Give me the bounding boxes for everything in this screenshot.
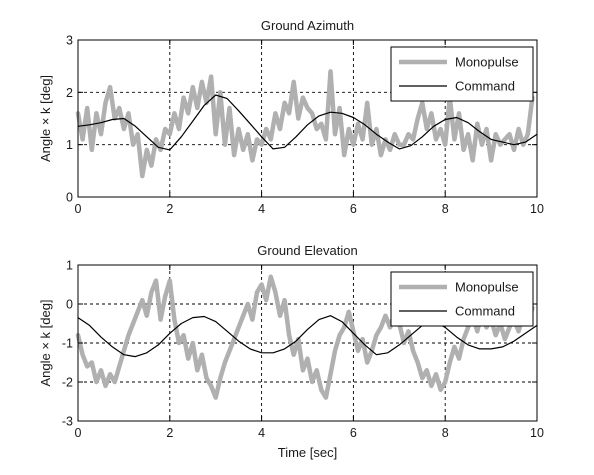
y-tick-label: 2 <box>66 86 73 100</box>
series-line-monopulse <box>75 274 535 400</box>
series-line-command <box>77 315 538 358</box>
y-tick-label: -3 <box>62 415 73 429</box>
legend-label-command: Command <box>455 304 515 319</box>
chart-title: Ground Elevation <box>257 243 357 258</box>
x-tick-label: 0 <box>75 426 82 440</box>
y-tick-label: 0 <box>66 191 73 205</box>
chart-panel-2: 0 2 4 6 8 10 -3 -2 -1 0 1 Ground Elevation Angle × k… <box>38 243 544 460</box>
x-tick-label: 4 <box>258 202 265 216</box>
x-tick-label: 8 <box>442 426 449 440</box>
series-line-monopulse <box>75 69 535 179</box>
y-tick-label: -2 <box>62 376 73 390</box>
x-tick-label: 10 <box>530 426 544 440</box>
x-axis-label: Time [sec] <box>278 445 337 460</box>
x-tick-label: 6 <box>350 202 357 216</box>
legend-box <box>390 46 534 102</box>
chart-title: Ground Azimuth <box>261 18 354 33</box>
legend: Monopulse Command <box>390 46 534 102</box>
axes-frame <box>77 39 538 198</box>
y-tick-label: 3 <box>66 34 73 48</box>
legend: Monopulse Command <box>390 271 534 327</box>
legend-box <box>390 271 534 327</box>
y-axis-label: Angle × k [deg] <box>38 299 53 386</box>
legend-label-monopulse: Monopulse <box>455 280 519 295</box>
y-tick-label: 1 <box>66 259 73 273</box>
legend-label-command: Command <box>455 79 515 94</box>
x-tick-label: 6 <box>350 426 357 440</box>
x-tick-label: 2 <box>166 202 173 216</box>
y-tick-label: -1 <box>62 337 73 351</box>
x-tick-label: 4 <box>258 426 265 440</box>
x-tick-label: 8 <box>442 202 449 216</box>
y-axis-label: Angle × k [deg] <box>38 75 53 162</box>
chart-panel-1: 0 2 4 6 8 10 0 1 2 3 Ground Azimuth Angle × k [deg]… <box>38 18 544 216</box>
y-tick-label: 1 <box>66 138 73 152</box>
legend-label-monopulse: Monopulse <box>455 55 519 70</box>
series-line-command <box>77 94 538 151</box>
x-tick-label: 10 <box>530 202 544 216</box>
y-tick-label: 0 <box>66 298 73 312</box>
x-tick-label: 0 <box>75 202 82 216</box>
x-tick-label: 2 <box>166 426 173 440</box>
